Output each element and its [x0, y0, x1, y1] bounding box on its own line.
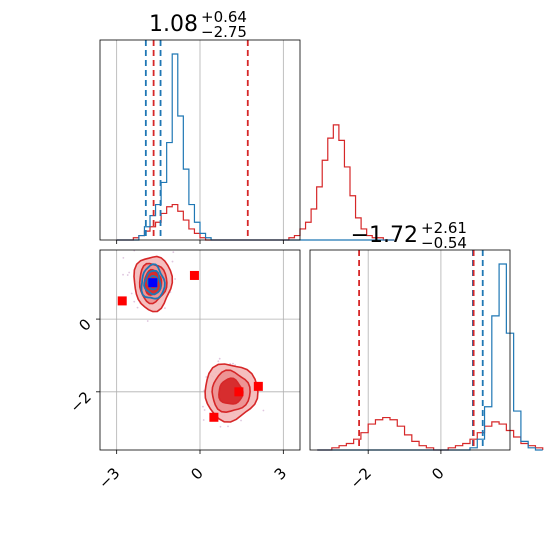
- x-tick-label: −3: [95, 464, 123, 492]
- sample-point: [232, 362, 234, 365]
- title-p2-minus: −0.54: [421, 234, 467, 252]
- title-p1-minus: −2.75: [201, 23, 247, 41]
- hist-red-series: [317, 416, 544, 451]
- sample-point: [172, 251, 175, 254]
- sample-point: [205, 376, 208, 378]
- title-p2-median: −1.72: [351, 223, 418, 248]
- x-tick-label: 3: [271, 464, 290, 483]
- title-p2-plus: +2.61: [421, 219, 467, 237]
- sample-point: [171, 260, 174, 263]
- sample-point: [262, 409, 265, 412]
- sample-point: [218, 357, 221, 360]
- sample-point: [128, 271, 131, 274]
- contour-level-blue: [140, 263, 166, 300]
- hist-blue-series: [317, 263, 543, 451]
- contour-level: [218, 377, 244, 405]
- contour-level-blue: [143, 269, 162, 296]
- sample-point: [130, 292, 133, 295]
- y-tick-label: 0: [75, 315, 94, 334]
- sample-point: [227, 425, 229, 428]
- marker-blue-square: [148, 278, 158, 288]
- title-p1-plus: +0.64: [201, 8, 247, 26]
- histogram-panel-p1: [99, 39, 395, 244]
- sample-point: [174, 278, 176, 280]
- title-p2: −1.72 +2.61 −0.54: [351, 219, 467, 252]
- title-p1-median: 1.08: [149, 12, 198, 37]
- sample-point: [126, 274, 129, 276]
- x-tick-label: 0: [187, 464, 206, 483]
- marker-red-square: [253, 381, 263, 391]
- sample-point: [217, 360, 220, 363]
- marker-red-square: [234, 387, 244, 397]
- sample-point: [122, 273, 124, 276]
- marker-red-square: [209, 412, 219, 422]
- sample-point: [133, 300, 136, 303]
- hist-blue-series: [116, 53, 395, 241]
- sample-point: [240, 419, 242, 422]
- contour-level-blue: [146, 274, 158, 291]
- sample-point: [219, 425, 222, 428]
- contour-panel-p1-p2: −3 0 3 −2 0: [66, 249, 301, 492]
- sample-point: [203, 409, 206, 411]
- sample-point: [136, 306, 139, 309]
- x-tick-label: 0: [428, 464, 447, 483]
- marker-red-square: [189, 270, 199, 280]
- sample-point: [202, 419, 205, 421]
- x-tick-label: −2: [347, 464, 375, 492]
- title-p1: 1.08 +0.64 −2.75: [149, 8, 247, 41]
- sample-point: [164, 307, 166, 310]
- marker-red-square: [117, 296, 127, 306]
- sample-point: [146, 320, 149, 322]
- histogram-panel-p2: −2 0: [309, 249, 544, 492]
- sample-point: [202, 405, 204, 408]
- sample-point: [122, 256, 125, 259]
- y-tick-label: −2: [66, 388, 94, 416]
